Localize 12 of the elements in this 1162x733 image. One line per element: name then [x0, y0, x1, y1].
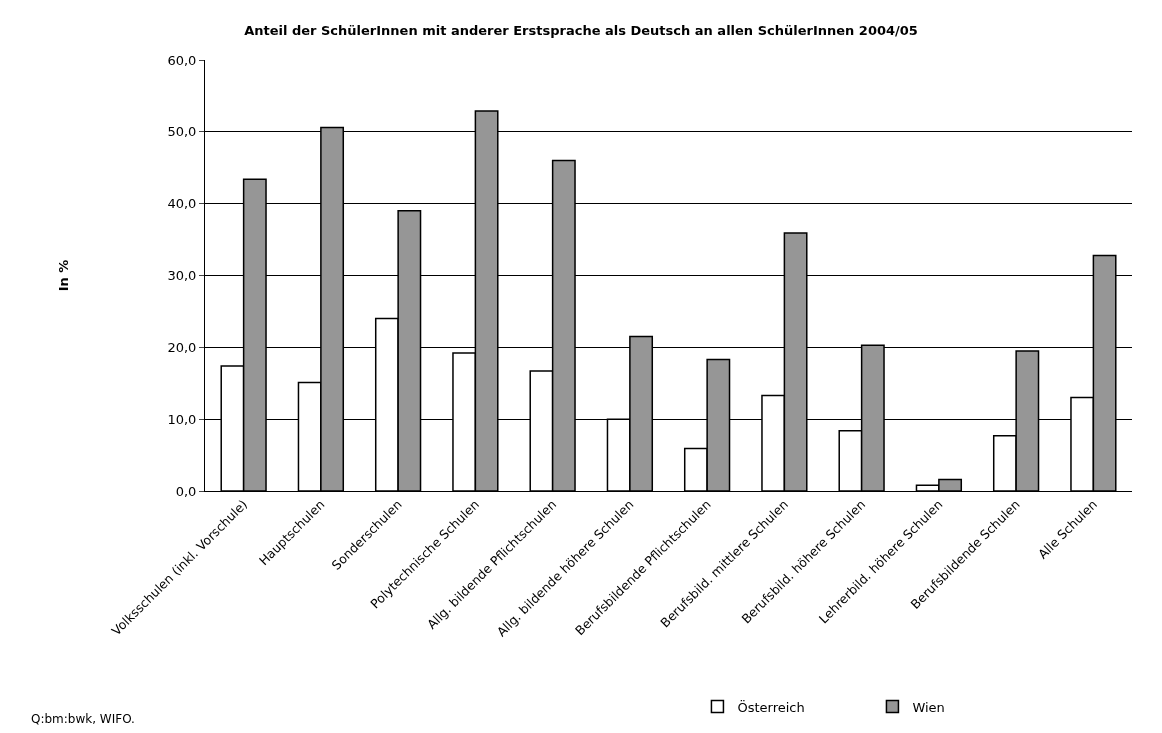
- y-tick-label: 60,0: [167, 52, 197, 68]
- y-tick-label: 40,0: [167, 196, 197, 212]
- y-tick-label: 20,0: [167, 339, 197, 355]
- y-tick-label: 10,0: [167, 411, 197, 427]
- text: Q:bm:bwk, WIFO.: [31, 712, 135, 726]
- legend-label: Österreich: [737, 698, 805, 715]
- y-tick-label: 0,0: [175, 483, 197, 499]
- y-tick-label: 50,0: [167, 124, 197, 140]
- y-axis-title: In %: [56, 259, 72, 292]
- legend-label: Wien: [912, 699, 945, 715]
- y-tick-label: 30,0: [167, 268, 197, 284]
- chart-title: Anteil der SchülerInnen mit anderer Erstsprache als Deutsch an allen SchülerInnen 2004/05: [244, 22, 918, 38]
